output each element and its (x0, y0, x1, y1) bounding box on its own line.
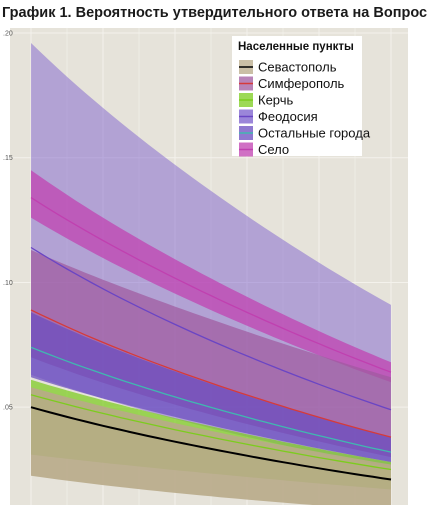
ribbon-2 (31, 250, 391, 458)
series-line-3 (30, 394, 392, 471)
ribbon-6 (31, 170, 391, 383)
y-tick-label: .10 (3, 280, 13, 287)
ribbon-1 (31, 387, 391, 505)
y-tick-label: .05 (3, 405, 13, 412)
legend-label-3: Керчь (258, 93, 294, 108)
series-line-6 (30, 197, 392, 373)
ribbon-5 (31, 312, 391, 462)
legend-label-4: Феодосия (258, 109, 318, 124)
legend-title: Населенные пункты (238, 41, 354, 53)
series-line-1 (30, 406, 392, 481)
legend-label-2: Симферополь (258, 76, 345, 91)
series-line-4 (30, 246, 392, 411)
series-line-5 (30, 346, 392, 453)
legend: Населенные пункты СевастопольСимферополь… (232, 36, 371, 157)
series-lines (30, 197, 392, 481)
legend-label-1: Севастополь (258, 60, 337, 75)
series-line-2 (30, 309, 392, 438)
y-axis-ticks: .05 .10 .15 .20 (3, 31, 13, 412)
legend-label-6: Село (258, 142, 289, 157)
y-tick-label: .15 (3, 155, 13, 162)
legend-label-5: Остальные города (258, 126, 371, 141)
chart-title: График 1. Вероятность утвердительного от… (2, 5, 428, 21)
confidence-ribbons (31, 43, 391, 505)
legend-box (232, 36, 362, 156)
y-tick-label: .20 (3, 31, 13, 38)
